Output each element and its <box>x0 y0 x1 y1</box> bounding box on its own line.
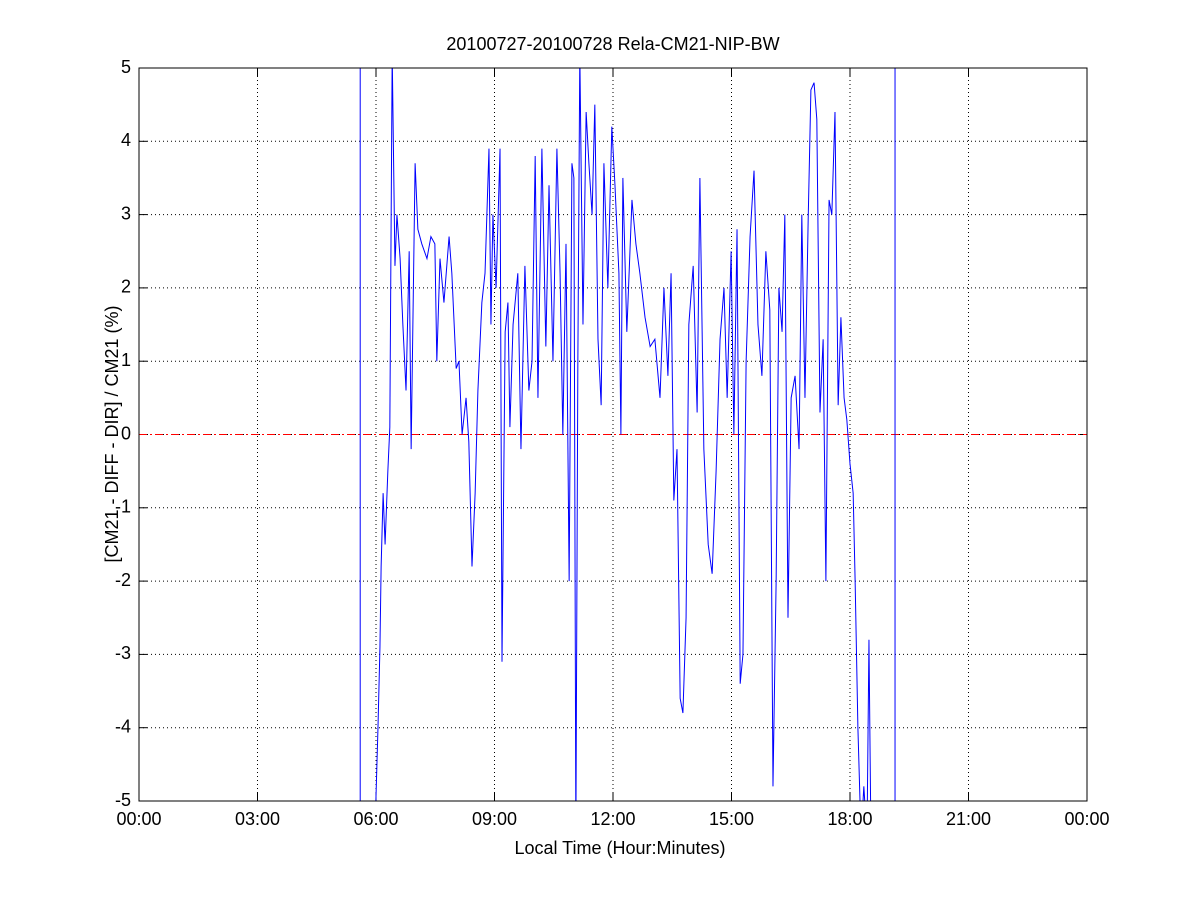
y-axis-label: [CM21 - DIFF - DIR] / CM21 (%) <box>102 305 122 562</box>
y-tick-label: -4 <box>115 716 131 736</box>
x-tick-label: 00:00 <box>116 809 161 829</box>
x-tick-label: 21:00 <box>946 809 991 829</box>
y-tick-label: -1 <box>115 497 131 517</box>
y-tick-label: -3 <box>115 643 131 663</box>
x-tick-label: 06:00 <box>353 809 398 829</box>
y-tick-label: -2 <box>115 570 131 590</box>
x-tick-label: 00:00 <box>1064 809 1109 829</box>
x-tick-label: 12:00 <box>590 809 635 829</box>
x-tick-label: 03:00 <box>235 809 280 829</box>
y-tick-label: 4 <box>121 130 131 150</box>
y-tick-label: -5 <box>115 790 131 810</box>
y-tick-label: 3 <box>121 203 131 223</box>
plot-frame <box>138 67 1088 802</box>
x-tick-label: 18:00 <box>827 809 872 829</box>
chart-title: 20100727-20100728 Rela-CM21-NIP-BW <box>446 34 779 54</box>
y-tick-label: 0 <box>121 423 131 443</box>
y-tick-label: 1 <box>121 350 131 370</box>
x-axis-label: Local Time (Hour:Minutes) <box>514 838 725 858</box>
y-tick-label: 2 <box>121 277 131 297</box>
x-tick-label: 09:00 <box>472 809 517 829</box>
data-line <box>375 68 872 801</box>
y-tick-label: 5 <box>121 57 131 77</box>
x-tick-label: 15:00 <box>709 809 754 829</box>
